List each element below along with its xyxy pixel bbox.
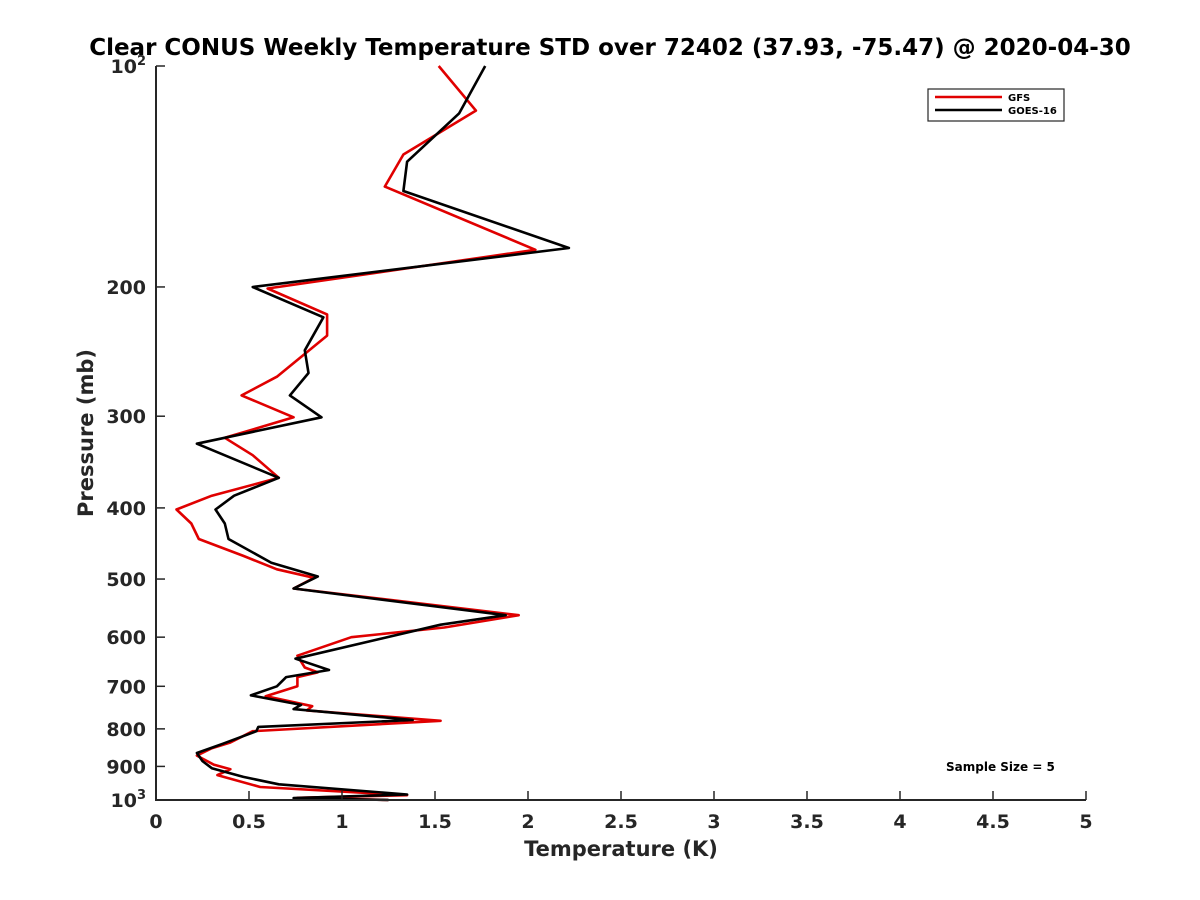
y-tick-label: 300 xyxy=(106,406,146,428)
x-tick-label: 1.5 xyxy=(418,811,452,833)
series-line-goes16 xyxy=(195,65,571,802)
axis-lines xyxy=(155,66,1086,801)
y-tick-label: 103 xyxy=(111,788,147,812)
x-axis-label: Temperature (K) xyxy=(524,837,718,861)
x-tick-label: 4 xyxy=(893,811,906,833)
x-tick-label: 1 xyxy=(335,811,348,833)
series-line-gfs xyxy=(175,65,537,802)
chart-title: Clear CONUS Weekly Temperature STD over … xyxy=(89,35,1131,61)
legend-label-gfs: GFS xyxy=(1008,93,1030,104)
y-tick-label: 600 xyxy=(106,627,146,649)
y-tick-label: 400 xyxy=(106,498,146,520)
x-tick-label: 0.5 xyxy=(232,811,266,833)
x-tick-label: 5 xyxy=(1079,811,1092,833)
y-tick-label: 102 xyxy=(111,54,147,78)
x-tick-label: 2.5 xyxy=(604,811,638,833)
y-tick-label: 700 xyxy=(106,676,146,698)
x-tick-label: 2 xyxy=(521,811,534,833)
legend: GFS GOES-16 xyxy=(927,88,1065,122)
y-tick-label: 900 xyxy=(106,756,146,778)
x-tick-label: 3 xyxy=(707,811,720,833)
y-tick-label: 200 xyxy=(106,277,146,299)
x-tick-label: 4.5 xyxy=(976,811,1010,833)
y-tick-label: 800 xyxy=(106,719,146,741)
y-axis-ticks: 102 200 300 400 500 600 700 800 900 103 xyxy=(106,54,165,812)
y-tick-label: 500 xyxy=(106,569,146,591)
y-axis-label: Pressure (mb) xyxy=(74,349,98,517)
sample-size-annotation: Sample Size = 5 xyxy=(946,760,1055,774)
x-tick-label: 3.5 xyxy=(790,811,824,833)
legend-box xyxy=(927,88,1065,122)
x-tick-label: 0 xyxy=(149,811,162,833)
legend-label-goes16: GOES-16 xyxy=(1008,106,1057,117)
plot-lines xyxy=(175,65,571,802)
x-axis-ticks: 0 0.5 1 1.5 2 2.5 3 3.5 4 4.5 5 xyxy=(149,791,1093,833)
